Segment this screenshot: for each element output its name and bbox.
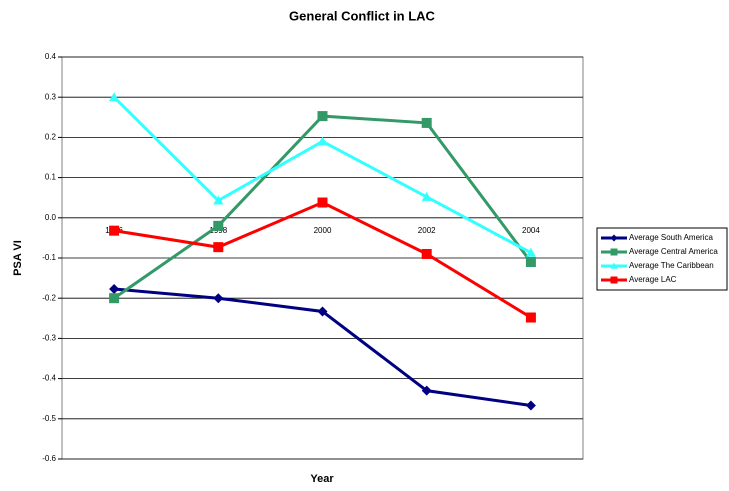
marker [317, 136, 328, 146]
marker [317, 111, 328, 122]
y-tick-label: 0.0 [45, 213, 57, 222]
marker [610, 262, 618, 269]
marker [525, 247, 536, 257]
x-tick-label: 2000 [314, 226, 332, 235]
y-axis-title: PSA VI [12, 240, 24, 276]
y-tick-label: 0.1 [45, 173, 57, 182]
marker [109, 92, 120, 102]
marker [109, 225, 120, 236]
marker [421, 117, 432, 128]
y-tick-label: 0.4 [45, 52, 57, 61]
y-tick-label: -0.2 [42, 293, 56, 302]
y-tick-label: 0.2 [45, 133, 57, 142]
marker [213, 242, 224, 253]
marker [317, 197, 328, 208]
marker [525, 257, 536, 268]
legend-label: Average LAC [629, 275, 677, 284]
x-tick-label: 2002 [418, 226, 436, 235]
y-tick-label: -0.5 [42, 414, 56, 423]
chart-title: General Conflict in LAC [289, 8, 436, 23]
marker [525, 312, 536, 323]
legend-label: Average The Caribbean [629, 261, 714, 270]
y-tick-label: 0.3 [45, 92, 57, 101]
y-tick-label: -0.1 [42, 253, 56, 262]
legend-label: Average Central America [629, 247, 718, 256]
marker [109, 293, 120, 304]
marker [213, 220, 224, 231]
marker [525, 400, 536, 411]
marker [421, 248, 432, 259]
legend-label: Average South America [629, 233, 713, 242]
marker [610, 234, 618, 242]
marker [213, 293, 224, 304]
x-axis-title: Year [310, 473, 334, 485]
marker [109, 283, 120, 294]
y-tick-label: -0.3 [42, 334, 56, 343]
y-tick-label: -0.4 [42, 374, 56, 383]
marker [610, 276, 618, 284]
marker [213, 195, 224, 205]
marker [317, 306, 328, 317]
marker [610, 248, 618, 256]
y-tick-label: -0.6 [42, 454, 56, 463]
marker [421, 385, 432, 396]
x-tick-label: 2004 [522, 226, 540, 235]
marker [421, 191, 432, 201]
